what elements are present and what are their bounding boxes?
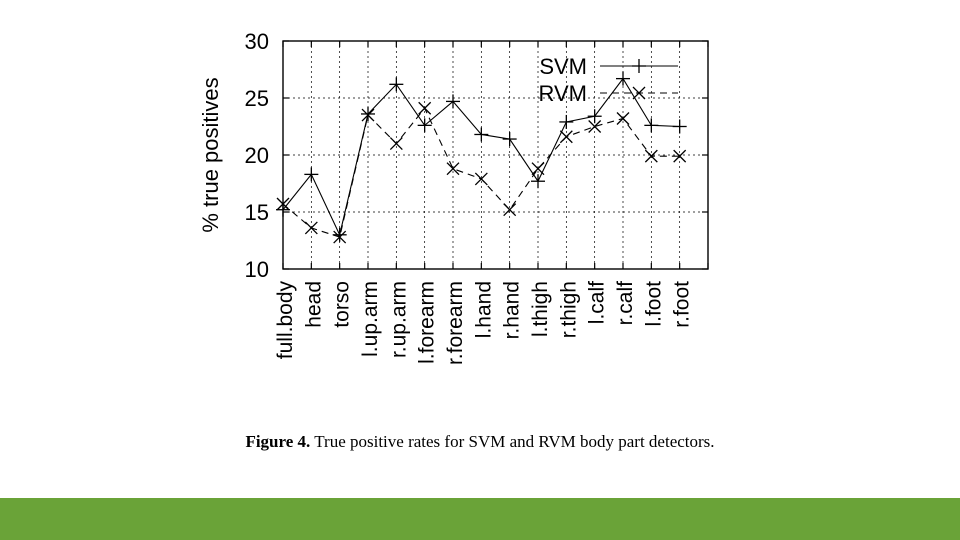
- x-tick-label: l.thigh: [529, 281, 552, 337]
- x-tick-label: l.foot: [642, 281, 665, 327]
- svm-legend-label: SVM: [539, 54, 587, 79]
- y-tick-label: 25: [245, 86, 269, 111]
- rvm-legend-label: RVM: [539, 81, 588, 106]
- x-tick-label: torso: [331, 281, 354, 328]
- rvm-data-point: [531, 162, 545, 176]
- rvm-data-point: [616, 112, 630, 125]
- x-tick-label: l.hand: [472, 281, 495, 338]
- y-tick-label: 10: [245, 257, 269, 282]
- x-tick-label: r.forearm: [444, 281, 467, 365]
- y-tick-label: 20: [245, 143, 269, 168]
- x-tick-label: l.calf: [586, 281, 609, 324]
- figure-caption: Figure 4. True positive rates for SVM an…: [0, 432, 960, 452]
- x-tick-label: r.thigh: [557, 281, 580, 338]
- rvm-data-point: [474, 172, 488, 186]
- rvm-data-point: [418, 101, 432, 115]
- x-tick-label: l.up.arm: [359, 281, 382, 357]
- rvm-data-point: [644, 149, 658, 163]
- y-tick-label: 30: [245, 29, 269, 54]
- slide-footer-bar: [0, 498, 960, 540]
- y-axis-label: % true positives: [198, 77, 223, 232]
- x-tick-label: r.hand: [501, 281, 524, 339]
- rvm-data-point: [588, 120, 602, 133]
- rvm-data-point: [389, 137, 403, 151]
- x-tick-label: r.up.arm: [387, 281, 410, 358]
- rvm-data-point: [304, 221, 318, 235]
- rvm-data-point: [503, 203, 517, 217]
- rvm-data-point: [446, 162, 460, 176]
- x-tick-label: l.forearm: [416, 281, 439, 364]
- rvm-data-point: [276, 197, 290, 211]
- x-tick-label: r.calf: [614, 281, 637, 326]
- x-tick-label: head: [302, 281, 325, 328]
- caption-label: Figure 4.: [245, 432, 311, 451]
- rvm-data-point: [361, 108, 375, 122]
- rvm-data-point: [559, 130, 573, 144]
- y-tick-label: 15: [245, 200, 269, 225]
- x-tick-label: r.foot: [671, 281, 694, 328]
- rvm-data-point: [333, 230, 347, 244]
- x-tick-label: full.body: [274, 281, 297, 360]
- caption-text: True positive rates for SVM and RVM body…: [314, 432, 715, 451]
- rvm-data-point: [673, 149, 687, 163]
- rvm-legend-marker: [632, 86, 646, 100]
